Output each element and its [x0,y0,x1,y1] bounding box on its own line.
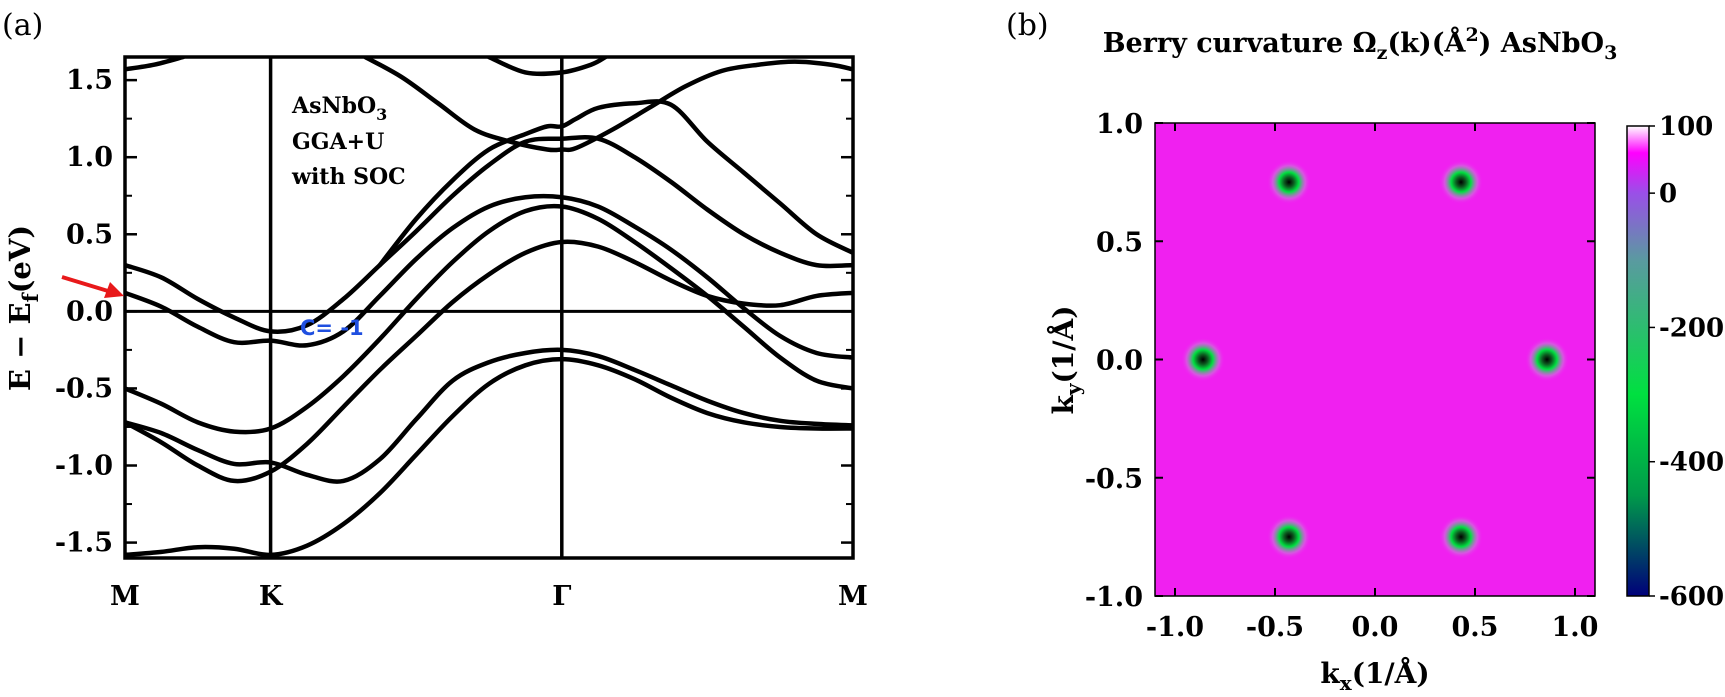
heat-x-tick-label-2: 0.0 [1352,612,1399,643]
kpath-label-3: Γ [552,581,571,612]
heatmap-x-label: kx(1/Å) [1320,656,1429,695]
panel-b-label: (b) [1006,8,1049,43]
kpath-label-1: M [110,581,140,612]
colorbar [1626,125,1650,597]
heatmap-title-prefix: Berry curvature Ω [1103,28,1377,59]
heat-y-tick-label-4: 1.0 [1096,109,1143,140]
heat-x-tick-label-3: 0.5 [1452,612,1499,643]
heatmap-title-mid2: ) AsNbO [1479,28,1604,59]
y-tick-label-6: 1.5 [66,65,113,96]
red-arrow-head [104,282,124,298]
y-axis-label-main: E − E [3,302,37,391]
plot-a-frame [123,55,855,560]
heatmap-y-label-main: k [1047,394,1080,414]
colorbar-tick-label-1: 0 [1659,179,1677,209]
berry-hotspots [1181,160,1569,559]
hotspot-6 [1439,514,1483,559]
band-6 [125,134,853,334]
high-symmetry-lines [268,57,564,558]
heat-x-tick-label-0: -1.0 [1146,612,1204,643]
heatmap-x-label-tail: (1/Å) [1352,656,1430,690]
hotspot-1 [1267,160,1311,205]
colorbar-tick-label-0: 100 [1659,112,1713,142]
hotspot-4 [1525,337,1569,382]
heat-x-tick-label-1: -0.5 [1246,612,1304,643]
y-tick-label-4: 0.5 [66,219,113,250]
kpath-label-2: K [259,581,284,612]
band-3 [125,347,853,484]
heatmap-title-sub: z [1377,42,1388,64]
y-tick-label-0: -1.5 [55,528,113,559]
heatmap-x-ticks: -1.0 -0.5 0.0 0.5 1.0 [1146,123,1599,643]
band-9 [125,57,186,72]
colorbar-tick-label-4: -600 [1659,582,1724,612]
heatmap-background [1155,123,1595,596]
heatmap-y-label: ky(1/Å) [1046,306,1085,415]
red-arrow [61,275,124,298]
heat-x-tick-label-4: 1.0 [1552,612,1599,643]
heatmap-title: Berry curvature Ωz(k)(Å2) AsNbO3 [1103,24,1618,64]
y-axis-ticks: -1.5 -1.0 -0.5 0.0 0.5 1.0 1.5 [55,65,853,559]
y-axis-label-sub: f [18,291,43,302]
annotation-material: AsNbO3 [291,93,387,124]
heat-y-tick-label-0: -1.0 [1085,582,1143,613]
y-tick-label-2: -0.5 [55,373,113,404]
heatmap-title-mid: (k)(Å [1387,25,1466,59]
heatmap-title-sup: 2 [1465,24,1478,46]
heatmap-x-label-main: k [1320,657,1340,690]
colorbar-tick-label-3: -400 [1659,448,1724,478]
hotspot-3 [1181,337,1225,382]
annotation-soc: with SOC [291,164,406,190]
chern-number-label: C= -1 [300,316,364,340]
y-axis-label-tail: (eV) [3,225,37,293]
band-10 [486,57,608,77]
hotspot-5 [1267,514,1311,559]
annotation-material-sub: 3 [376,105,387,124]
panel-a-label: (a) [2,8,43,43]
heatmap-y-label-tail: (1/Å) [1046,306,1080,384]
band-1 [125,356,853,558]
y-tick-label-3: 0.0 [66,296,113,327]
colorbar-tick-label-2: -200 [1659,313,1724,343]
annotation-material-main: AsNbO [291,93,376,119]
heat-y-tick-label-2: 0.0 [1096,346,1143,377]
heatmap-y-label-sub: y [1061,382,1085,396]
red-arrow-shaft [61,275,109,293]
heat-y-tick-label-1: -0.5 [1085,464,1143,495]
heatmap-title-sub2: 3 [1604,42,1617,64]
annotation-method: GGA+U [292,129,384,155]
band-structure-lines [125,57,853,558]
y-axis-label: E − Ef(eV) [3,225,43,391]
hotspot-2 [1439,160,1483,205]
colorbar-ticks: 100 0 -200 -400 -600 [1649,112,1724,612]
band-5 [125,193,853,360]
band-7 [362,57,853,153]
heat-y-tick-label-3: 0.5 [1096,227,1143,258]
band-4 [125,203,853,435]
kpath-label-4: M [838,581,868,612]
band-8 [377,99,853,268]
heatmap-x-label-sub: x [1340,671,1353,695]
y-tick-label-1: -1.0 [55,451,113,482]
heatmap-y-ticks: -1.0 -0.5 0.0 0.5 1.0 [1085,109,1595,613]
y-tick-label-5: 1.0 [66,142,113,173]
